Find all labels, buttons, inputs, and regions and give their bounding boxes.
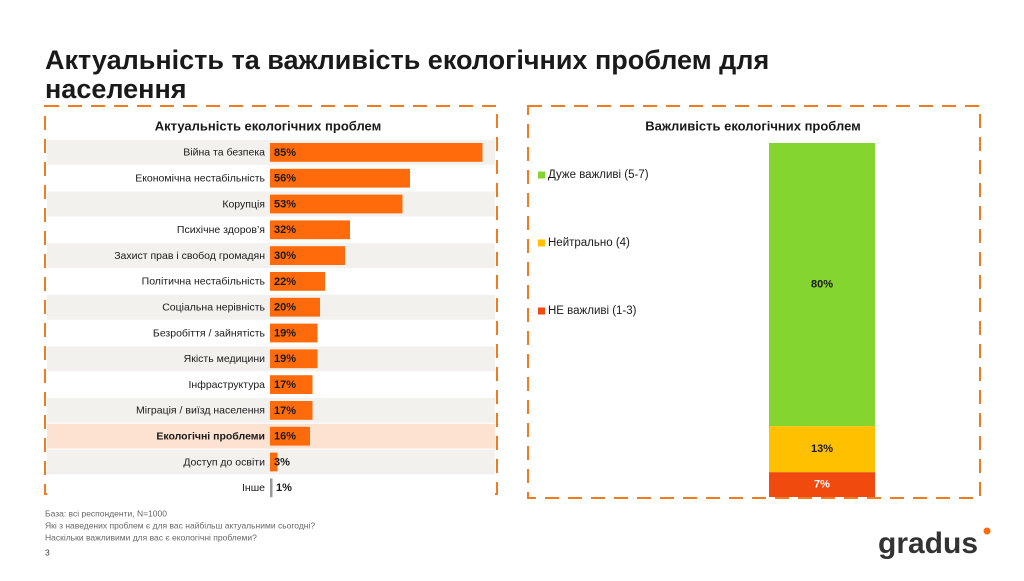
note: Які з наведених проблем є для вас найбіл…: [45, 520, 315, 530]
legend-label: НЕ важливі (1-3): [548, 305, 637, 317]
bar: [270, 349, 318, 369]
value-label: 32%: [274, 224, 296, 236]
value-label: 13%: [811, 443, 833, 455]
category-label: Безробіття / зайнятість: [153, 327, 266, 339]
value-label: 80%: [811, 279, 833, 291]
category-label: Якість медицини: [184, 353, 265, 365]
legend-label: Нейтрально (4): [548, 237, 630, 249]
category-label: Політична нестабільність: [142, 276, 266, 288]
category-label: Війна та безпека: [183, 147, 265, 159]
bar: [270, 375, 313, 394]
slide-title: Актуальність та важливість екологічних п…: [45, 45, 769, 104]
value-label: 19%: [274, 327, 296, 339]
logo: gradus: [878, 527, 978, 560]
bar: [270, 452, 278, 472]
value-label: 17%: [274, 405, 296, 417]
bar: [270, 323, 318, 343]
stack-segment: [769, 472, 875, 497]
category-label: Захист прав і свобод громадян: [114, 250, 265, 262]
bar: [270, 401, 313, 420]
category-label: Соціальна нерівність: [162, 301, 265, 313]
category-label: Економічна нестабільність: [135, 172, 265, 184]
value-label: 19%: [274, 353, 296, 365]
bar: [270, 272, 325, 291]
bar: [270, 194, 403, 214]
stack-segment: [769, 426, 875, 473]
category-label: Екологічні проблеми: [156, 430, 265, 442]
value-label: 1%: [276, 482, 292, 494]
value-label: 22%: [274, 276, 296, 288]
value-label: 56%: [274, 173, 296, 185]
value-label: 17%: [274, 379, 296, 391]
category-label: Інше: [242, 482, 265, 494]
category-label: Інфраструктура: [188, 379, 265, 391]
chart-title: Актуальність екологічних проблем: [155, 118, 381, 133]
right-frame: [527, 105, 981, 499]
legend-swatch: [538, 239, 545, 247]
category-label: Міграція / виїзд населення: [136, 405, 265, 417]
bar: [270, 168, 410, 188]
bar: [270, 426, 310, 446]
value-label: 53%: [274, 198, 296, 210]
note: База: всі респонденти, N=1000: [45, 508, 167, 518]
note: Наскільки важливими для вас є екологічні…: [45, 532, 257, 542]
value-label: 16%: [274, 431, 296, 443]
bar: [270, 220, 350, 240]
value-label: 30%: [274, 250, 296, 262]
bar: [270, 478, 273, 498]
value-label: 20%: [274, 302, 296, 314]
bar: [270, 143, 483, 162]
chart-title: Важливість екологічних проблем: [645, 118, 861, 133]
page-number: 3: [45, 547, 50, 557]
category-label: Психічне здоров’я: [177, 224, 265, 236]
bar: [270, 246, 345, 265]
logo-dot: [983, 527, 991, 535]
value-label: 7%: [814, 479, 830, 491]
value-label: 3%: [274, 456, 290, 468]
category-label: Корупція: [222, 198, 265, 210]
bar: [270, 297, 320, 317]
value-label: 85%: [274, 147, 296, 159]
legend-swatch: [538, 307, 545, 315]
category-label: Доступ до освіти: [183, 456, 265, 468]
legend-swatch: [538, 171, 545, 179]
legend-label: Дуже важливі (5-7): [548, 169, 649, 181]
stack-segment: [769, 143, 875, 427]
